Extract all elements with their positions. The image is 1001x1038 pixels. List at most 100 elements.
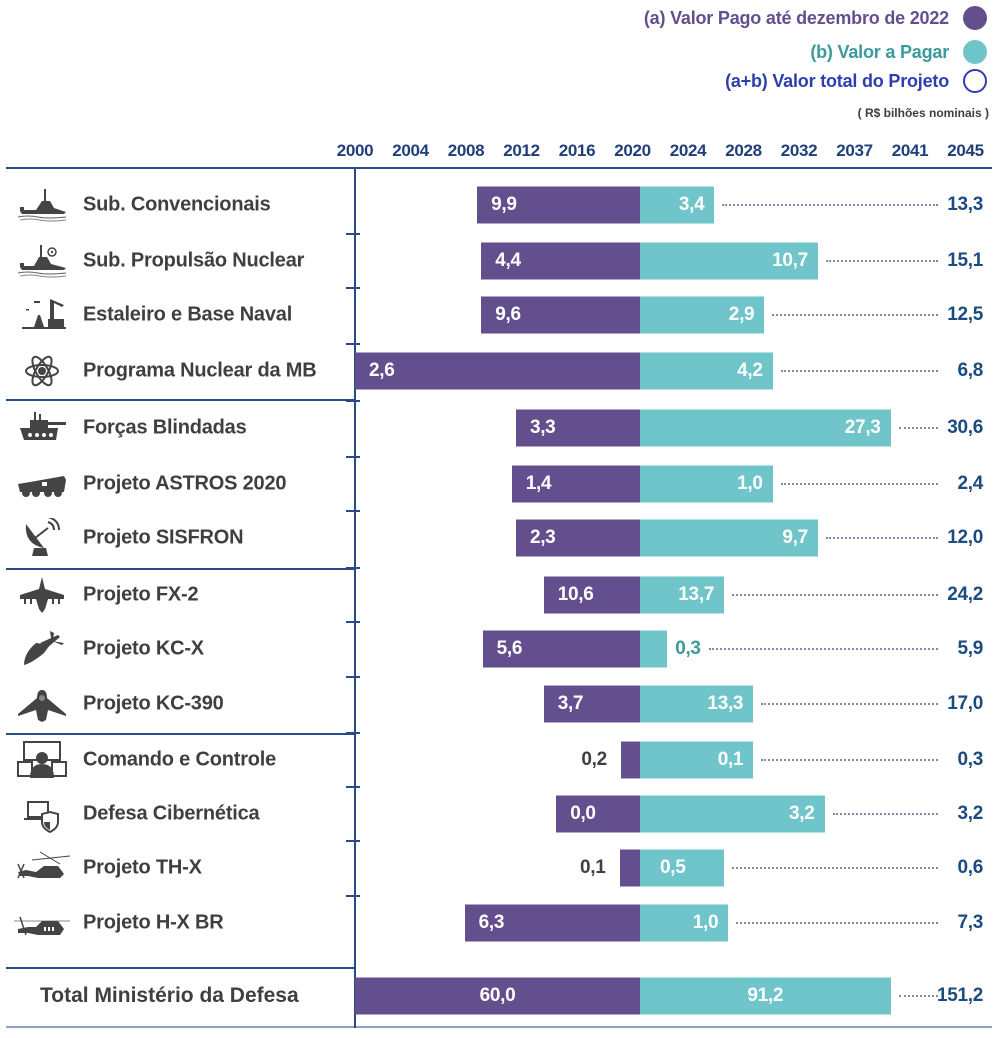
bar-paid bbox=[355, 352, 640, 390]
tank-icon bbox=[14, 408, 70, 448]
header-divider bbox=[6, 167, 992, 169]
label-total: 12,0 bbox=[947, 527, 983, 548]
bar-paid bbox=[515, 519, 640, 557]
leader-dots bbox=[825, 537, 938, 539]
legend-label-topay: (b) Valor a Pagar bbox=[810, 41, 949, 62]
label-total: 2,4 bbox=[957, 473, 983, 494]
row-label: Defesa Cibernética bbox=[83, 802, 260, 825]
row-label: Projeto KC-X bbox=[83, 637, 204, 660]
leader-dots bbox=[761, 703, 938, 705]
bar-topay bbox=[640, 296, 765, 334]
shipyard-icon bbox=[14, 295, 70, 335]
satellite-dish-icon bbox=[14, 516, 70, 558]
bar-paid bbox=[464, 904, 640, 942]
leader-dots bbox=[761, 759, 938, 761]
x-tick-label: 2024 bbox=[669, 141, 707, 160]
label-paid: 3,7 bbox=[557, 693, 584, 714]
y-tick bbox=[346, 895, 360, 897]
label-total: 17,0 bbox=[947, 693, 983, 714]
bar-topay bbox=[640, 465, 773, 503]
row-label: Sub. Convencionais bbox=[83, 193, 271, 216]
bar-topay bbox=[640, 849, 725, 887]
legend-marker-topay-icon bbox=[963, 40, 987, 64]
label-paid: 0,1 bbox=[580, 857, 606, 878]
y-tick bbox=[346, 840, 360, 842]
bar-paid bbox=[355, 977, 640, 1015]
label-topay: 91,2 bbox=[747, 985, 784, 1006]
x-tick-label: 2012 bbox=[503, 141, 540, 160]
leader-dots bbox=[722, 204, 938, 206]
utility-helicopter-icon bbox=[14, 903, 70, 943]
leader-dots bbox=[772, 314, 938, 316]
bar-topay bbox=[640, 904, 729, 942]
total-row-label: Total Ministério da Defesa bbox=[40, 984, 299, 1007]
label-total: 5,9 bbox=[957, 638, 983, 659]
label-paid: 2,3 bbox=[529, 527, 556, 548]
leader-dots bbox=[825, 260, 938, 262]
legend-label-total: (a+b) Valor total do Projeto bbox=[725, 70, 949, 91]
row-label: Projeto FX-2 bbox=[83, 583, 199, 606]
y-tick bbox=[346, 287, 360, 289]
label-topay: 3,2 bbox=[789, 803, 815, 824]
label-topay: 1,0 bbox=[737, 473, 763, 494]
label-topay: 13,3 bbox=[707, 693, 744, 714]
row-label: Estaleiro e Base Naval bbox=[83, 303, 293, 326]
label-paid: 3,3 bbox=[529, 417, 556, 438]
footer-divider bbox=[6, 1026, 992, 1028]
label-paid: 6,3 bbox=[478, 912, 505, 933]
row-label: Comando e Controle bbox=[83, 748, 277, 771]
label-total: 3,2 bbox=[957, 803, 983, 824]
label-paid: 2,6 bbox=[369, 360, 395, 381]
bar-topay bbox=[640, 352, 773, 390]
bar-paid bbox=[481, 296, 640, 334]
leader-dots bbox=[780, 370, 938, 372]
command-control-icon bbox=[14, 740, 70, 780]
leader-dots bbox=[780, 483, 938, 485]
label-topay: 10,7 bbox=[772, 250, 808, 271]
label-paid: 0,2 bbox=[581, 749, 607, 770]
bar-paid bbox=[511, 465, 640, 503]
y-tick bbox=[346, 456, 360, 458]
label-total: 0,3 bbox=[957, 749, 983, 770]
bar-topay bbox=[640, 977, 891, 1015]
bar-topay bbox=[640, 630, 668, 668]
bar-paid bbox=[543, 685, 640, 723]
row-label: Projeto SISFRON bbox=[83, 526, 244, 549]
y-tick bbox=[346, 343, 360, 345]
helicopter-icon bbox=[14, 848, 71, 888]
label-topay: 0,5 bbox=[660, 857, 686, 878]
x-tick-label: 2045 bbox=[947, 141, 984, 160]
y-tick bbox=[346, 510, 360, 512]
label-paid: 1,4 bbox=[525, 473, 552, 494]
label-total: 0,6 bbox=[957, 857, 983, 878]
label-topay: 4,2 bbox=[737, 360, 763, 381]
y-tick bbox=[346, 676, 360, 678]
legend-label-paid: (a) Valor Pago até dezembro de 2022 bbox=[643, 7, 949, 28]
bar-paid bbox=[543, 576, 640, 614]
y-tick bbox=[346, 786, 360, 788]
label-total: 7,3 bbox=[957, 912, 983, 933]
leader-dots bbox=[736, 922, 938, 924]
bar-topay bbox=[640, 685, 754, 723]
x-tick-label: 2004 bbox=[392, 141, 429, 160]
group-divider-airforce bbox=[6, 733, 354, 735]
total-divider bbox=[6, 967, 354, 969]
x-tick-label: 2020 bbox=[614, 141, 651, 160]
bar-topay bbox=[640, 409, 891, 447]
bar-paid bbox=[620, 849, 640, 887]
label-topay: 27,3 bbox=[844, 417, 881, 438]
fighter-jet-icon bbox=[14, 575, 70, 615]
units-note: ( R$ bilhões nominais ) bbox=[857, 106, 989, 120]
leader-dots bbox=[732, 594, 938, 596]
bar-topay bbox=[640, 519, 818, 557]
bar-paid bbox=[481, 242, 640, 280]
y-tick bbox=[346, 621, 360, 623]
bar-topay bbox=[640, 795, 825, 833]
label-total: 6,8 bbox=[957, 360, 983, 381]
label-paid: 10,6 bbox=[557, 584, 594, 605]
label-total: 13,3 bbox=[947, 194, 983, 215]
atom-icon bbox=[14, 351, 70, 391]
y-tick bbox=[346, 567, 360, 569]
x-tick-label: 2000 bbox=[336, 141, 374, 160]
nuclear-submarine-icon bbox=[14, 241, 70, 281]
